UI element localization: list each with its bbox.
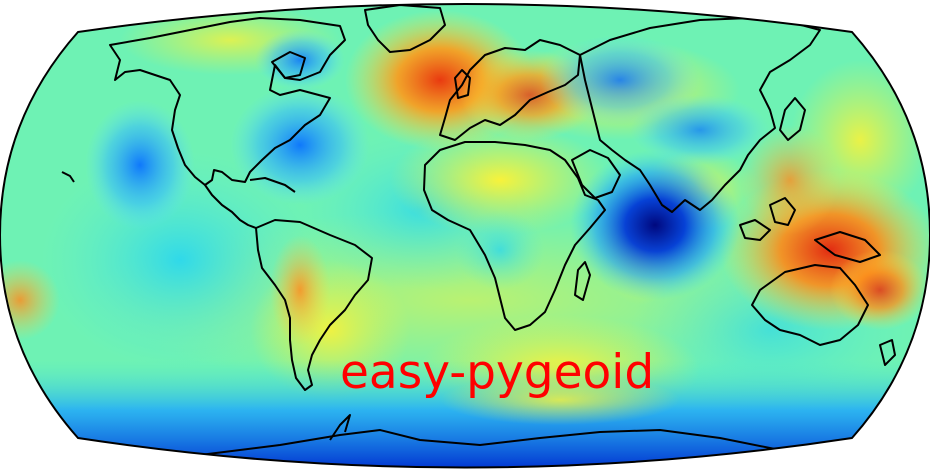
africa-outline — [423, 141, 606, 331]
british-isles-outline — [454, 69, 471, 99]
australia-outline — [751, 264, 869, 346]
hawaii-outline — [61, 171, 75, 183]
caribbean-islands-outline — [249, 177, 296, 193]
south-america-outline — [255, 219, 373, 391]
antarctic-peninsula-outline — [329, 414, 351, 441]
map-title: easy-pygeoid — [340, 345, 654, 400]
hudson-bay-outline — [271, 51, 306, 79]
antarctica-outline — [129, 429, 821, 468]
new-zealand-outline — [879, 339, 896, 366]
indonesia-outline — [739, 219, 771, 241]
north-america-outline — [109, 17, 346, 186]
borneo-outline — [769, 197, 796, 226]
arabia-outline — [571, 149, 621, 199]
madagascar-outline — [574, 261, 591, 301]
central-america-outline — [204, 184, 257, 229]
greenland-outline — [364, 4, 446, 53]
japan-outline — [779, 97, 806, 141]
new-guinea-outline — [814, 231, 881, 263]
map-border — [0, 3, 930, 469]
